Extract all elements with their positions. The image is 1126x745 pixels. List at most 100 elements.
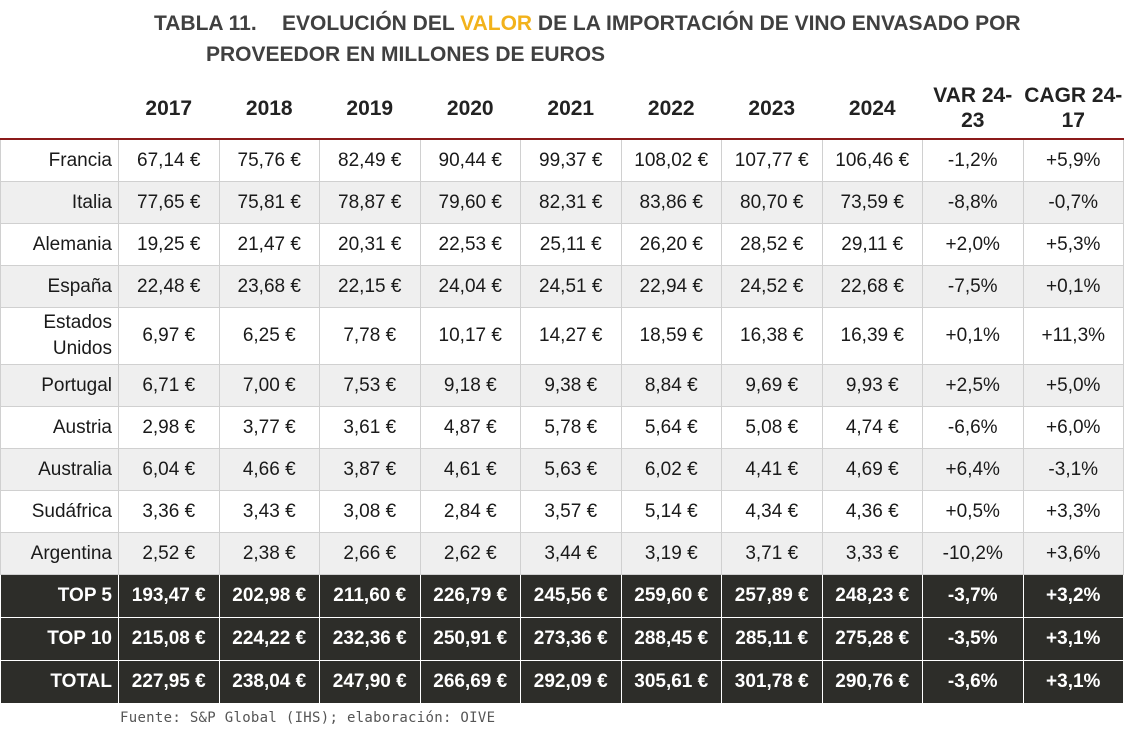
table-cell: 16,38 € xyxy=(721,307,823,365)
table-cell: -6,6% xyxy=(922,406,1024,449)
row-label: Sudáfrica xyxy=(0,490,119,533)
total-row: TOTAL 227,95 €238,04 €247,90 €266,69 €292… xyxy=(0,660,1124,704)
table-cell: 305,61 € xyxy=(620,660,722,704)
table-cell: +0,1% xyxy=(922,307,1024,365)
table-cell: +5,0% xyxy=(1022,364,1124,407)
row-label: Austria xyxy=(0,406,119,449)
table-cell: 290,76 € xyxy=(821,660,923,704)
row-label: Italia xyxy=(0,181,119,224)
table-cell: 79,60 € xyxy=(419,181,521,224)
table-cell: 193,47 € xyxy=(118,574,220,618)
table-cell: +3,1% xyxy=(1022,660,1124,704)
table-cell: 211,60 € xyxy=(319,574,421,618)
table-cell: 3,43 € xyxy=(218,490,320,533)
table-cell: 107,77 € xyxy=(721,138,823,182)
table-cell: 7,78 € xyxy=(319,307,421,365)
table-cell: 248,23 € xyxy=(821,574,923,618)
table-cell: 273,36 € xyxy=(520,617,622,661)
table-cell: 5,08 € xyxy=(721,406,823,449)
table-cell: 4,69 € xyxy=(821,448,923,491)
table-cell: 80,70 € xyxy=(721,181,823,224)
table-cell: 82,49 € xyxy=(319,138,421,182)
row-label: Francia xyxy=(0,138,119,182)
table-cell: 3,08 € xyxy=(319,490,421,533)
table-cell: 5,78 € xyxy=(520,406,622,449)
table-cell: 9,69 € xyxy=(721,364,823,407)
table-cell: 6,04 € xyxy=(118,448,220,491)
header-blank xyxy=(0,78,119,140)
table-cell: -3,6% xyxy=(922,660,1024,704)
header-2024: 2024 xyxy=(822,78,923,140)
table-cell: 4,34 € xyxy=(721,490,823,533)
table-cell: +11,3% xyxy=(1022,307,1124,365)
table-cell: 2,98 € xyxy=(118,406,220,449)
total-row: TOP 5 193,47 €202,98 €211,60 €226,79 €245… xyxy=(0,574,1124,618)
table-title: TABLA 11. EVOLUCIÓN DEL VALOR DE LA IMPOR… xyxy=(0,8,1126,70)
table-cell: +6,4% xyxy=(922,448,1024,491)
table-cell: +3,1% xyxy=(1022,617,1124,661)
row-label: TOP 5 xyxy=(0,574,119,618)
table-cell: 77,65 € xyxy=(118,181,220,224)
table-cell: 5,64 € xyxy=(620,406,722,449)
table-cell: 9,38 € xyxy=(520,364,622,407)
table-cell: 83,86 € xyxy=(620,181,722,224)
table-row: Francia 67,14 €75,76 €82,49 €90,44 €99,37… xyxy=(0,138,1124,182)
table-row: Sudáfrica 3,36 €3,43 €3,08 €2,84 €3,57 €5… xyxy=(0,490,1124,533)
header-2020: 2020 xyxy=(420,78,521,140)
table-cell: 3,36 € xyxy=(118,490,220,533)
title-part2: DE LA IMPORTACIÓN DE VINO ENVASADO POR xyxy=(532,12,1021,35)
title-part1: EVOLUCIÓN DEL xyxy=(282,12,461,35)
row-label: Portugal xyxy=(0,364,119,407)
table-cell: 257,89 € xyxy=(721,574,823,618)
table-cell: 24,04 € xyxy=(419,265,521,308)
table-cell: 22,53 € xyxy=(419,223,521,266)
table-cell: +0,5% xyxy=(922,490,1024,533)
table-cell: +0,1% xyxy=(1022,265,1124,308)
table-cell: 292,09 € xyxy=(520,660,622,704)
table-row: Austria 2,98 €3,77 €3,61 €4,87 €5,78 €5,6… xyxy=(0,406,1124,449)
table-cell: 24,52 € xyxy=(721,265,823,308)
table-cell: 275,28 € xyxy=(821,617,923,661)
table-cell: -8,8% xyxy=(922,181,1024,224)
table-cell: 75,76 € xyxy=(218,138,320,182)
table-cell: 24,51 € xyxy=(520,265,622,308)
table-cell: 22,15 € xyxy=(319,265,421,308)
row-label: Argentina xyxy=(0,532,119,575)
table-cell: 22,94 € xyxy=(620,265,722,308)
table-cell: 238,04 € xyxy=(218,660,320,704)
table-cell: 7,53 € xyxy=(319,364,421,407)
table-cell: 19,25 € xyxy=(118,223,220,266)
table-row: Alemania 19,25 €21,47 €20,31 €22,53 €25,1… xyxy=(0,223,1124,266)
table-cell: +5,9% xyxy=(1022,138,1124,182)
header-2019: 2019 xyxy=(319,78,420,140)
table-cell: 22,68 € xyxy=(821,265,923,308)
source-note: Fuente: S&P Global (IHS); elaboración: O… xyxy=(120,710,496,726)
header-row: 2017 2018 2019 2020 2021 2022 2023 2024 … xyxy=(0,78,1124,140)
table-cell: 4,36 € xyxy=(821,490,923,533)
table-cell: +2,5% xyxy=(922,364,1024,407)
header-cagr: CAGR 24-17 xyxy=(1023,78,1124,140)
table-cell: +5,3% xyxy=(1022,223,1124,266)
table-cell: 224,22 € xyxy=(218,617,320,661)
table-cell: 227,95 € xyxy=(118,660,220,704)
table-cell: 2,62 € xyxy=(419,532,521,575)
table-cell: +6,0% xyxy=(1022,406,1124,449)
table-cell: 82,31 € xyxy=(520,181,622,224)
table-cell: 3,71 € xyxy=(721,532,823,575)
table-cell: 226,79 € xyxy=(419,574,521,618)
table-row: Australia 6,04 €4,66 €3,87 €4,61 €5,63 €6… xyxy=(0,448,1124,491)
table-cell: 10,17 € xyxy=(419,307,521,365)
table-cell: 250,91 € xyxy=(419,617,521,661)
import-value-table: 2017 2018 2019 2020 2021 2022 2023 2024 … xyxy=(0,78,1124,704)
table-cell: 3,33 € xyxy=(821,532,923,575)
row-label: Alemania xyxy=(0,223,119,266)
table-cell: 285,11 € xyxy=(721,617,823,661)
table-cell: 3,61 € xyxy=(319,406,421,449)
title-line2: PROVEEDOR EN MILLONES DE EUROS xyxy=(206,43,606,66)
table-row: España 22,48 €23,68 €22,15 €24,04 €24,51 … xyxy=(0,265,1124,308)
header-2021: 2021 xyxy=(520,78,621,140)
table-number: TABLA 11. xyxy=(154,12,257,35)
table-cell: -10,2% xyxy=(922,532,1024,575)
table-row: Italia 77,65 €75,81 €78,87 €79,60 €82,31 … xyxy=(0,181,1124,224)
table-cell: 2,84 € xyxy=(419,490,521,533)
